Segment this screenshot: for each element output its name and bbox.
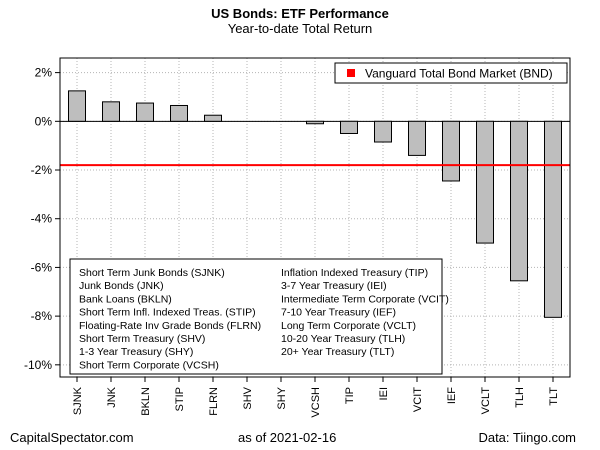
y-tick-label: 2% (35, 66, 53, 80)
x-tick-label: SHV (242, 386, 254, 409)
bar-tip (340, 120, 358, 134)
ticker-key-entry: Junk Bonds (JNK) (79, 280, 164, 292)
bar-vclt (476, 120, 494, 244)
y-tick-label: -8% (31, 309, 53, 323)
bar-tlt (544, 120, 562, 318)
bar-sjnk (68, 90, 86, 122)
ticker-key-entry: Floating-Rate Inv Grade Bonds (FLRN) (79, 320, 261, 332)
y-tick-label: -2% (31, 163, 53, 177)
ticker-key-entry: Short Term Corporate (VCSH) (79, 359, 219, 371)
ticker-key-entry: 1-3 Year Treasury (SHY) (79, 346, 193, 358)
chart-title: US Bonds: ETF Performance (211, 6, 389, 21)
y-tick-label: -10% (24, 358, 52, 372)
ticker-key-entry: Long Term Corporate (VCLT) (281, 320, 416, 332)
ticker-key-entry: Short Term Junk Bonds (SJNK) (79, 267, 225, 279)
bar-tlh (510, 120, 528, 282)
x-tick-label: IEI (378, 387, 390, 400)
legend-box (334, 62, 568, 84)
bar-jnk (102, 101, 120, 122)
bar-vcsh (306, 120, 324, 125)
x-tick-label: TLT (548, 387, 560, 406)
ticker-key-entry: Short Term Treasury (SHV) (79, 333, 205, 345)
y-tick-label: 0% (35, 114, 53, 128)
ticker-key-entry: 10-20 Year Treasury (TLH) (281, 333, 405, 345)
ticker-key-box (69, 258, 443, 375)
y-tick-label: -6% (31, 260, 53, 274)
legend-swatch (347, 69, 355, 77)
x-tick-label: VCLT (480, 387, 492, 415)
bar-ief (442, 120, 460, 182)
chart-subtitle: Year-to-date Total Return (227, 21, 373, 36)
x-tick-label: VCIT (412, 387, 424, 412)
ticker-key-entry: Inflation Indexed Treasury (TIP) (281, 267, 428, 279)
ticker-key-entry: 20+ Year Treasury (TLT) (281, 346, 394, 358)
x-tick-label: BKLN (140, 387, 152, 416)
x-tick-label: TIP (344, 387, 356, 404)
ticker-key-entry: Intermediate Term Corporate (VCIT) (281, 293, 449, 305)
x-tick-label: IEF (446, 387, 458, 404)
ticker-key-entry: Short Term Infl. Indexed Treas. (STIP) (79, 307, 256, 319)
x-tick-label: FLRN (208, 387, 220, 416)
bar-bkln (136, 102, 154, 122)
legend-label: Vanguard Total Bond Market (BND) (365, 67, 553, 81)
ticker-key-entry: 7-10 Year Treasury (IEF) (281, 307, 396, 319)
ticker-key-entry: 3-7 Year Treasury (IEI) (281, 280, 387, 292)
footer-date: as of 2021-02-16 (238, 430, 337, 445)
bar-flrn (204, 114, 222, 122)
x-tick-label: SHY (276, 386, 288, 409)
bar-vcit (408, 120, 426, 156)
footer-data-credit: Data: Tiingo.com (478, 430, 576, 445)
y-tick-label: -4% (31, 212, 53, 226)
x-tick-label: SJNK (72, 386, 84, 415)
x-tick-label: JNK (106, 386, 118, 407)
bar-stip (170, 104, 188, 122)
x-tick-label: VCSH (310, 387, 322, 418)
x-tick-label: STIP (174, 387, 186, 411)
footer-source-site: CapitalSpectator.com (10, 430, 134, 445)
bar-iei (374, 120, 392, 143)
x-tick-label: TLH (514, 387, 526, 408)
ticker-key-entry: Bank Loans (BKLN) (79, 293, 172, 305)
